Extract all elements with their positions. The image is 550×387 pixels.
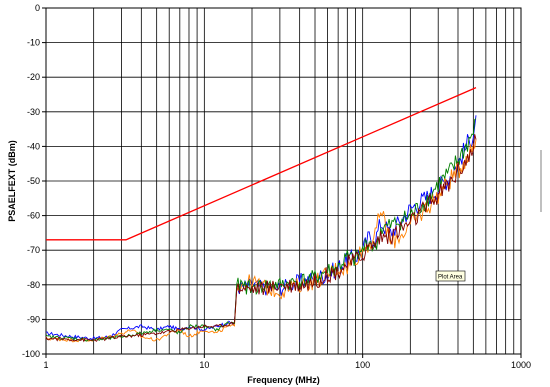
y-tick-label: -80 (27, 280, 40, 290)
series-line (45, 134, 477, 343)
y-tick-label: -10 (27, 38, 40, 48)
y-tick-label: 0 (35, 3, 40, 13)
x-axis-title: Frequency (MHz) (247, 375, 320, 385)
x-tick-label: 1000 (511, 360, 531, 370)
y-tick-label: -100 (22, 349, 40, 359)
limit-line (46, 87, 477, 241)
plot-area-tooltip: Plot Area (435, 270, 466, 282)
y-tick-label: -30 (27, 107, 40, 117)
y-axis-ticks: 0 -10 -20 -30 -40 -50 -60 -70 -80 -90 -100 (22, 3, 46, 359)
y-tick-label: -50 (27, 176, 40, 186)
y-tick-label: -70 (27, 245, 40, 255)
limit-line-path (46, 87, 477, 241)
tooltip-label: Plot Area (438, 275, 463, 281)
series-lines (45, 115, 477, 343)
y-tick-label: -40 (27, 141, 40, 151)
x-tick-label: 100 (355, 360, 370, 370)
series-line (45, 115, 477, 341)
y-tick-label: -90 (27, 314, 40, 324)
y-tick-label: -60 (27, 211, 40, 221)
x-tick-label: 10 (199, 360, 209, 370)
y-tick-label: -20 (27, 72, 40, 82)
x-axis-ticks: 1 10 100 1000 (43, 354, 531, 370)
grid (46, 8, 521, 354)
series-line (45, 139, 477, 343)
series-line (45, 118, 477, 342)
x-tick-label: 1 (43, 360, 48, 370)
y-axis-title: PSAELFEXT (dBm) (7, 140, 17, 222)
